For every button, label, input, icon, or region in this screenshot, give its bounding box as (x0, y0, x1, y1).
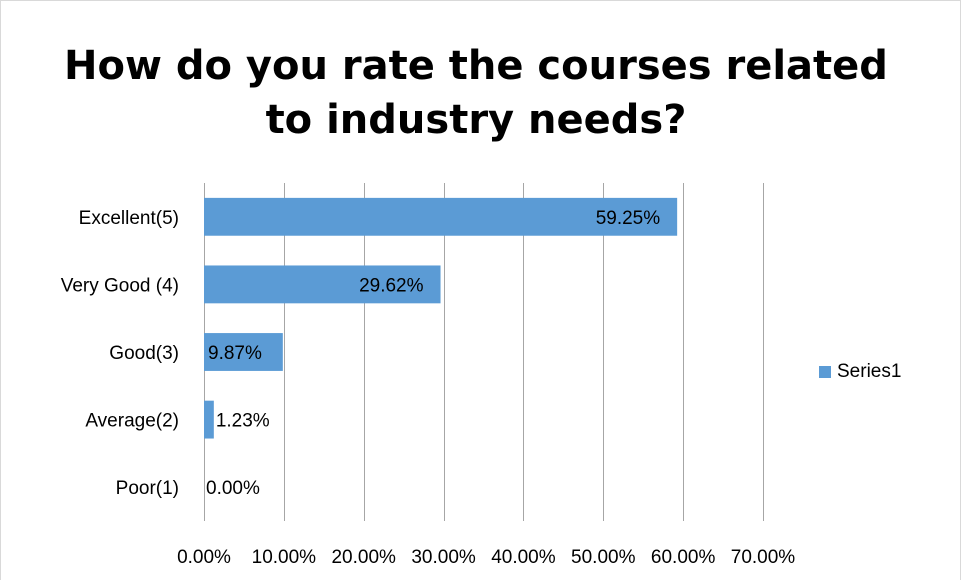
category-label: Excellent(5) (79, 208, 179, 229)
data-label: 0.00% (206, 478, 260, 499)
data-label: 1.23% (216, 411, 270, 432)
category-label: Good(3) (109, 343, 179, 364)
category-label: Very Good (4) (61, 275, 179, 296)
data-label: 29.62% (359, 275, 424, 296)
data-label: 9.87% (208, 343, 262, 364)
legend-label: Series1 (837, 361, 902, 382)
bar (204, 197, 678, 236)
data-labels: 59.25% 29.62% 9.87% 1.23% 0.00% (206, 208, 660, 499)
data-label: 59.25% (596, 208, 661, 229)
x-tick-label: 0.00% (177, 547, 231, 568)
bar (204, 400, 214, 439)
category-label: Poor(1) (116, 478, 179, 499)
x-tick-label: 40.00% (491, 547, 556, 568)
legend-swatch (819, 366, 831, 378)
bar (204, 333, 283, 371)
x-tick-label: 10.00% (252, 547, 317, 568)
legend: Series1 (819, 361, 901, 383)
x-tick-label: 20.00% (331, 547, 396, 568)
x-tick-label: 60.00% (651, 547, 716, 568)
x-tick-label: 50.00% (571, 547, 636, 568)
x-tick-label: 30.00% (411, 547, 476, 568)
x-tick-labels: 0.00% 10.00% 20.00% 30.00% 40.00% 50.00% 60.00… (177, 547, 795, 568)
chart-title: How do you rate the courses related to i… (64, 43, 888, 143)
category-label: Average(2) (85, 411, 179, 432)
category-labels: Excellent(5) Very Good (4) Good(3) Average(… (61, 208, 179, 499)
bar (204, 265, 441, 304)
bars (204, 197, 678, 439)
x-tick-label: 70.00% (731, 547, 796, 568)
